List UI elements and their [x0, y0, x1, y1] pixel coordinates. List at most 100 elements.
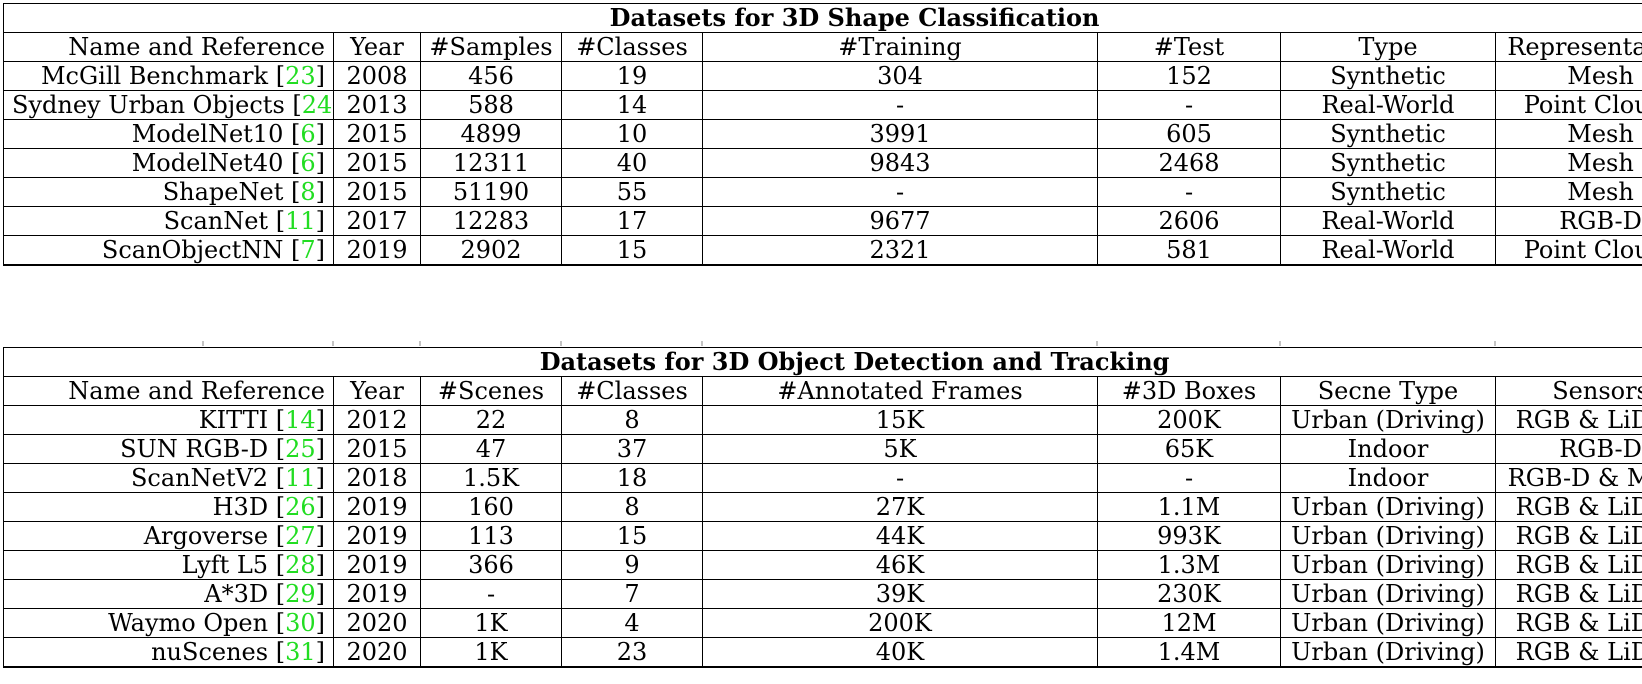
scene-type-cell: Urban (Driving): [1280, 521, 1496, 551]
column-header: #Classes: [561, 376, 703, 406]
classes-cell: 55: [561, 177, 703, 207]
reference-link[interactable]: 24: [301, 91, 333, 119]
dataset-name-cell: Sydney Urban Objects [24]: [3, 90, 334, 120]
samples-cell: 12311: [420, 148, 562, 178]
column-header: Representation: [1494, 32, 1642, 62]
dataset-name-cell: ModelNet40 [6]: [3, 148, 334, 178]
dataset-name-cell: ShapeNet [8]: [3, 177, 334, 207]
dataset-name-cell: ScanNetV2 [11]: [3, 463, 334, 493]
dataset-name-cell: Argoverse [27]: [3, 521, 334, 551]
table-row: ScanNet [11] 2017 12283 17 9677 2606 Real-Worl…: [3, 206, 1642, 236]
samples-cell: 4899: [420, 119, 562, 149]
training-cell: -: [702, 90, 1098, 120]
classes-cell: 37: [561, 434, 703, 464]
dataset-name-cell: Waymo Open [30]: [3, 608, 334, 638]
year-cell: 2008: [333, 61, 421, 91]
boxes-cell: 1.3M: [1097, 550, 1281, 580]
scenes-cell: 113: [420, 521, 562, 551]
type-cell: Synthetic: [1280, 61, 1496, 91]
dataset-name-cell: ModelNet10 [6]: [3, 119, 334, 149]
year-cell: 2015: [333, 148, 421, 178]
test-cell: -: [1097, 90, 1281, 120]
column-header: Sensors: [1494, 376, 1642, 406]
reference-link[interactable]: 29: [285, 580, 316, 608]
samples-cell: 51190: [420, 177, 562, 207]
representation-cell: Point Clouds: [1494, 235, 1642, 266]
boxes-cell: 230K: [1097, 579, 1281, 609]
dataset-name-cell: KITTI [14]: [3, 405, 334, 435]
year-cell: 2019: [333, 579, 421, 609]
frames-cell: 27K: [702, 492, 1098, 522]
classes-cell: 10: [561, 119, 703, 149]
dataset-name: Sydney Urban Objects: [12, 91, 285, 119]
classes-cell: 9: [561, 550, 703, 580]
scenes-cell: 22: [420, 405, 562, 435]
sensors-cell: RGB-D: [1494, 434, 1642, 464]
dataset-name-cell: nuScenes [31]: [3, 637, 334, 668]
representation-cell: RGB-D: [1494, 206, 1642, 236]
column-header: #Scenes: [420, 376, 562, 406]
reference-link[interactable]: 30: [285, 609, 316, 637]
dataset-name-cell: H3D [26]: [3, 492, 334, 522]
column-header: Year: [333, 376, 421, 406]
samples-cell: 2902: [420, 235, 562, 266]
reference-link[interactable]: 31: [285, 638, 316, 666]
reference-link[interactable]: 6: [300, 149, 316, 177]
representation-cell: Point Clouds: [1494, 90, 1642, 120]
year-cell: 2018: [333, 463, 421, 493]
reference-link[interactable]: 14: [285, 406, 316, 434]
table-row: ScanObjectNN [7] 2019 2902 15 2321 581 Real-Wo…: [3, 235, 1642, 266]
dataset-name: ModelNet40: [131, 149, 284, 177]
classes-cell: 23: [561, 637, 703, 668]
reference-link[interactable]: 25: [285, 435, 316, 463]
representation-cell: Mesh: [1494, 61, 1642, 91]
table-row: ModelNet10 [6] 2015 4899 10 3991 605 Synthetic…: [3, 119, 1642, 149]
reference-link[interactable]: 28: [285, 551, 316, 579]
reference-link[interactable]: 6: [300, 120, 316, 148]
reference-link[interactable]: 23: [285, 62, 316, 90]
frames-cell: 200K: [702, 608, 1098, 638]
reference-link[interactable]: 8: [300, 178, 316, 206]
table-row: Waymo Open [30] 2020 1K 4 200K 12M Urban (Driv…: [3, 608, 1642, 638]
classification-table: Datasets for 3D Shape Classification Nam…: [2, 3, 1642, 266]
training-cell: 9677: [702, 206, 1098, 236]
table-title: Datasets for 3D Object Detection and Tra…: [2, 347, 1642, 377]
dataset-name: ShapeNet: [162, 178, 284, 206]
classes-cell: 7: [561, 579, 703, 609]
classes-cell: 8: [561, 492, 703, 522]
classes-cell: 19: [561, 61, 703, 91]
table-row: SUN RGB-D [25] 2015 47 37 5K 65K Indoor RGB-D: [3, 434, 1642, 464]
reference-link[interactable]: 11: [285, 464, 316, 492]
dataset-name-cell: ScanObjectNN [7]: [3, 235, 334, 266]
column-header: #Training: [702, 32, 1098, 62]
reference-link[interactable]: 11: [285, 207, 316, 235]
dataset-name: McGill Benchmark: [40, 62, 269, 90]
dataset-name-cell: SUN RGB-D [25]: [3, 434, 334, 464]
table-row: ScanNetV2 [11] 2018 1.5K 18- - Indoor RGB-D & …: [3, 463, 1642, 493]
scene-type-cell: Indoor: [1280, 434, 1496, 464]
samples-cell: 588: [420, 90, 562, 120]
column-header: #Samples: [420, 32, 562, 62]
table-row: ShapeNet [8] 2015 51190 55- - Synthetic Mesh: [3, 177, 1642, 207]
reference-link[interactable]: 7: [300, 236, 316, 264]
scene-type-cell: Urban (Driving): [1280, 579, 1496, 609]
dataset-name-cell: A*3D [29]: [3, 579, 334, 609]
frames-cell: 39K: [702, 579, 1098, 609]
scenes-cell: 1K: [420, 608, 562, 638]
samples-cell: 12283: [420, 206, 562, 236]
table-row: nuScenes [31] 2020 1K 23 40K 1.4M Urban (Drivi…: [3, 637, 1642, 668]
dataset-name: H3D: [212, 493, 269, 521]
column-header: Type: [1280, 32, 1496, 62]
year-cell: 2017: [333, 206, 421, 236]
reference-link[interactable]: 27: [285, 522, 316, 550]
table-row: Lyft L5 [28] 2019 366 9 46K 1.3M Urban (Drivin…: [3, 550, 1642, 580]
frames-cell: 15K: [702, 405, 1098, 435]
sensors-cell: RGB & LiDAR: [1494, 550, 1642, 580]
column-header: Secne Type: [1280, 376, 1496, 406]
type-cell: Synthetic: [1280, 177, 1496, 207]
table-title: Datasets for 3D Shape Classification: [2, 3, 1642, 33]
year-cell: 2019: [333, 550, 421, 580]
reference-link[interactable]: 26: [285, 493, 316, 521]
table-row: H3D [26] 2019 160 8 27K 1.1M Urban (Driving) RG…: [3, 492, 1642, 522]
table-row: A*3D [29] 2019-7 39K 230K Urban (Driving) RGB…: [3, 579, 1642, 609]
